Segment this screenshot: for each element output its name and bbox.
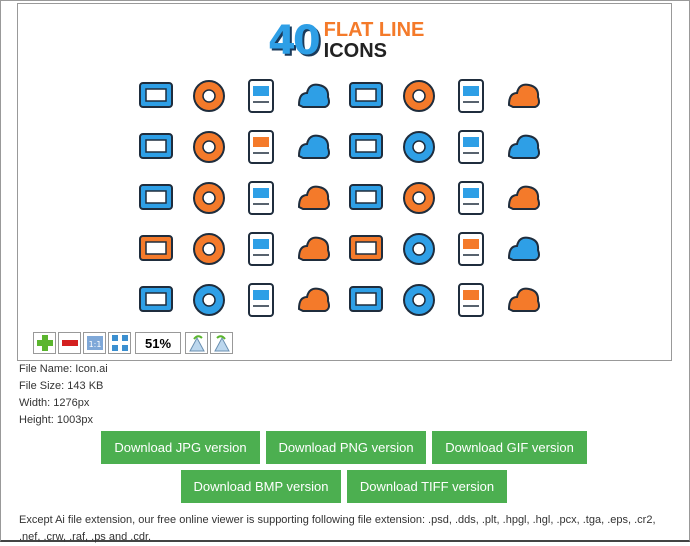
ufo-icon [498, 274, 551, 325]
logo-number: 40 [268, 18, 321, 64]
file-size: File Size: 143 KB [19, 380, 104, 392]
zoom-in-button[interactable] [33, 332, 56, 354]
download-gif-button[interactable]: Download GIF version [432, 431, 587, 464]
download-jpg-button[interactable]: Download JPG version [101, 431, 260, 464]
moon-craters-icon [235, 274, 288, 325]
supported-extensions-text: Except Ai file extension, our free onlin… [19, 514, 656, 543]
plus-icon [36, 335, 53, 351]
zoom-out-button[interactable] [58, 332, 81, 354]
piggy-bank-icon [340, 223, 393, 274]
coins-icon [235, 223, 288, 274]
location-pin-icon [393, 223, 446, 274]
light-bulb-icon [130, 172, 183, 223]
cloud-download-icon [393, 121, 446, 172]
banknote-icon [183, 223, 236, 274]
paper-plane-icon [340, 172, 393, 223]
minus-icon [61, 340, 78, 346]
photo-camera-icon [288, 70, 341, 121]
magnifier-icon [445, 172, 498, 223]
ringed-planet-icon [183, 274, 236, 325]
actual-size-button[interactable]: 1:1 [83, 332, 106, 354]
image-width: Width: 1276px [19, 397, 90, 409]
envelope-icon [393, 172, 446, 223]
graduation-cap-icon [288, 121, 341, 172]
briefcase-icon [235, 172, 288, 223]
logo-line1: FLAT LINE [323, 19, 425, 41]
compass-icon [498, 223, 551, 274]
wallet-icon [288, 223, 341, 274]
smartphone-icon [340, 70, 393, 121]
download-png-button[interactable]: Download PNG version [266, 431, 426, 464]
download-tiff-button[interactable]: Download TIFF version [347, 470, 507, 503]
rotate-right-icon [213, 335, 230, 352]
desktop-monitor-icon [183, 70, 236, 121]
calendar-puzzle-icon [498, 70, 551, 121]
rotate-right-button[interactable] [210, 332, 233, 354]
svg-text:1:1: 1:1 [88, 340, 101, 349]
icon-grid [130, 70, 560, 325]
cloud-lock-icon [445, 121, 498, 172]
map-pin-icon [445, 223, 498, 274]
globe-checkbox-icon [340, 121, 393, 172]
viewer-toolbar: 1:1 51% [33, 332, 233, 354]
telescope-icon [393, 274, 446, 325]
film-camera-icon [235, 70, 288, 121]
image-height: Height: 1003px [19, 414, 93, 426]
rotate-left-icon [188, 335, 205, 352]
zoom-level: 51% [135, 332, 181, 354]
file-name: File Name: Icon.ai [19, 363, 108, 375]
rotate-left-button[interactable] [185, 332, 208, 354]
fit-screen-icon [111, 335, 128, 351]
presentation-board-icon [130, 70, 183, 121]
logo-line2: ICONS [323, 40, 388, 62]
logo: 40 FLAT LINE ICONS [268, 18, 424, 64]
chat-bubbles-icon [288, 172, 341, 223]
cloud-check-icon [498, 121, 551, 172]
bar-chart-growth-icon [445, 70, 498, 121]
web-design-icon [393, 70, 446, 121]
rocket-icon [445, 274, 498, 325]
fit-screen-button[interactable] [108, 332, 131, 354]
checklist-document-icon [183, 121, 236, 172]
books-apple-icon [235, 121, 288, 172]
balance-scale-icon [130, 223, 183, 274]
satellite-icon [340, 274, 393, 325]
download-bmp-button[interactable]: Download BMP version [181, 470, 341, 503]
image-viewer[interactable] [17, 3, 672, 361]
one-to-one-icon: 1:1 [86, 336, 103, 350]
target-arrow-icon [183, 172, 236, 223]
earth-planet-icon [130, 274, 183, 325]
mars-planet-icon [288, 274, 341, 325]
open-book-icon [130, 121, 183, 172]
folder-icon [498, 172, 551, 223]
